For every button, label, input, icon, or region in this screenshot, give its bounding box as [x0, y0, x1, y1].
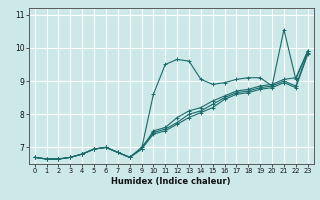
X-axis label: Humidex (Indice chaleur): Humidex (Indice chaleur): [111, 177, 231, 186]
